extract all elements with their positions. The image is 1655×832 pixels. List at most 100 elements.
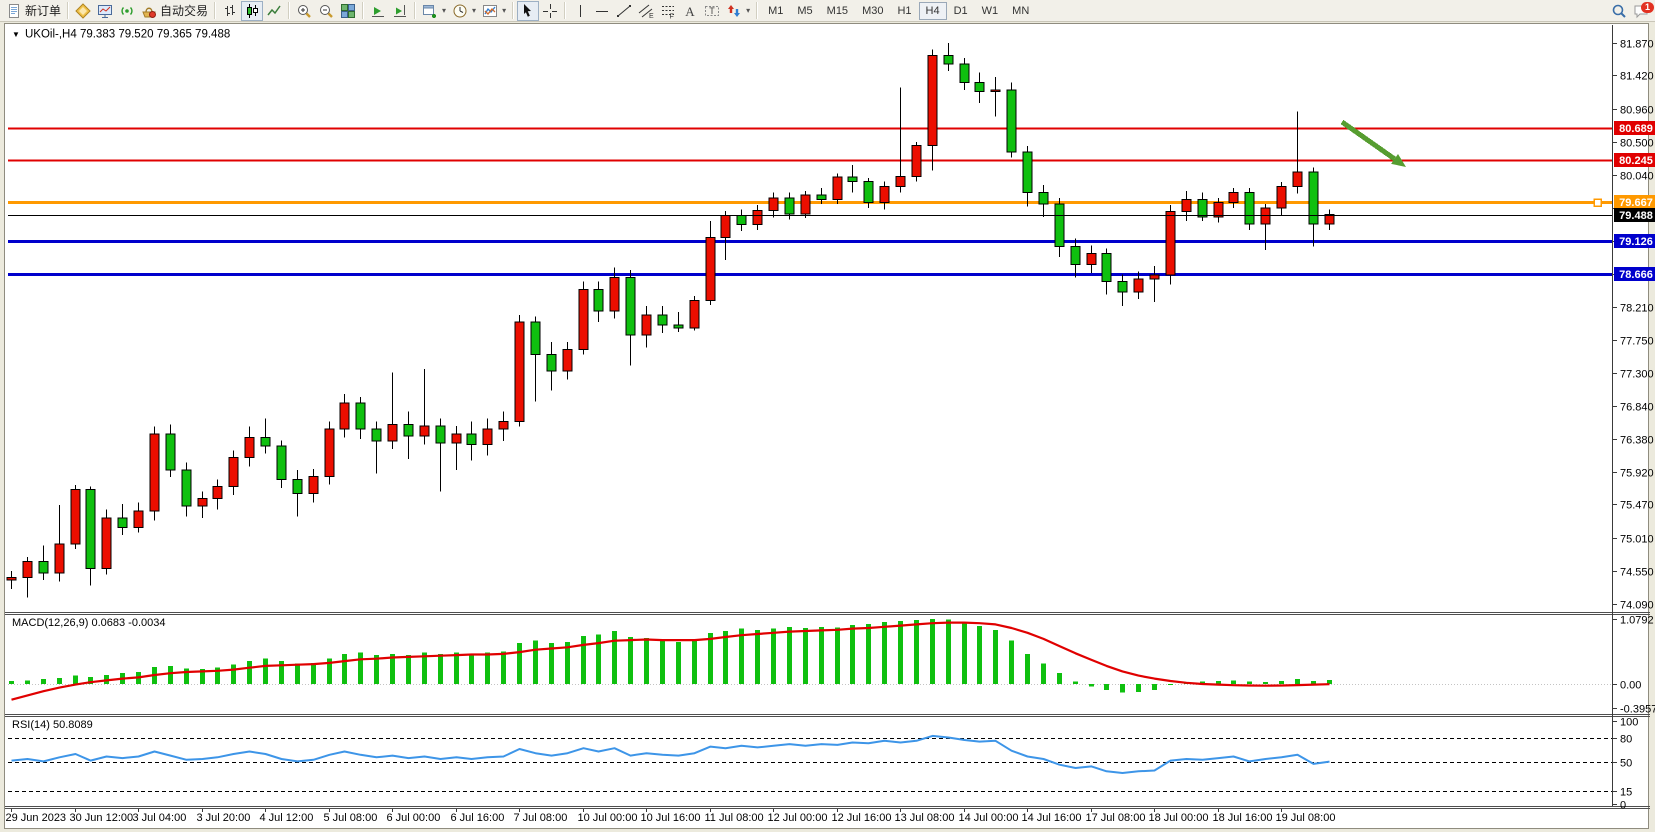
macd-histogram-bar [263,658,268,684]
macd-histogram-bar [628,637,633,684]
charts-button[interactable] [94,1,116,21]
horizontal-line-button[interactable] [591,1,613,21]
macd-histogram-bar [660,640,665,684]
search-button[interactable] [1608,1,1630,21]
time-tick-label: 13 Jul 08:00 [895,812,955,824]
candle-body [832,176,843,200]
candle-body [768,197,779,211]
macd-histogram-bar [692,640,697,684]
price-badge-label: 79.667 [1619,197,1653,209]
candle-body [117,517,128,529]
price-badge-label: 79.488 [1619,210,1653,222]
new-chart-button[interactable]: ▾ [419,1,449,21]
chart-shift-button[interactable] [389,1,411,21]
candle-body [847,176,858,182]
candle-body [1133,278,1144,293]
price-tick-label: 76.840 [1620,402,1654,414]
candle-body [736,214,747,226]
text-button[interactable]: A [679,1,701,21]
candle-body [1086,253,1097,265]
vertical-line-button[interactable] [569,1,591,21]
price-tick-label: 76.380 [1620,435,1654,447]
pane-separator[interactable] [5,806,1650,809]
price-badge-label: 79.126 [1619,236,1653,248]
price-tick-label: 80.040 [1620,171,1654,183]
fibonacci-button[interactable]: F [657,1,679,21]
macd-histogram-bar [993,629,998,684]
toolbar-separator [512,2,515,19]
macd-histogram-bar [247,661,252,684]
algo-trading-button[interactable]: 自动交易 [138,1,211,21]
line-chart-button[interactable] [263,1,285,21]
chart-window[interactable] [4,23,1649,829]
pane-separator[interactable] [5,612,1650,615]
macd-histogram-bar [1279,680,1284,684]
timeframe-d1[interactable]: D1 [947,2,975,20]
candle-body [546,354,557,372]
arrows-button[interactable]: ▾ [723,1,753,21]
chart-shift-icon [392,3,408,19]
signals-button[interactable] [116,1,138,21]
candlestick-chart-button[interactable] [241,0,264,21]
equidistant-channel-button[interactable]: E [635,1,657,21]
time-tick-label: 12 Jul 00:00 [768,812,828,824]
timeframe-h4[interactable]: H4 [918,1,947,20]
time-axis[interactable]: 29 Jun 2023 30 Jun 12:00 3 Jul 04:00 3 Jul … [6,809,1336,824]
notifications-button[interactable]: 1 [1630,1,1654,21]
crosshair-icon [542,3,558,19]
zoom-in-button[interactable] [293,1,315,21]
templates-button[interactable]: ▾ [479,1,509,21]
pane-separator[interactable] [5,714,1650,717]
macd-histogram-bar [565,641,570,684]
timeframe-mn[interactable]: MN [1005,2,1036,20]
timeframe-m1[interactable]: M1 [761,2,790,20]
timeframe-m30[interactable]: M30 [855,2,890,20]
macd-histogram-bar [739,628,744,684]
macd-histogram-bar [612,631,617,684]
candle-body [292,478,303,495]
price-badge-label: 78.666 [1619,269,1653,281]
tile-windows-button[interactable] [337,1,359,21]
chevron-down-icon: ▾ [746,6,751,15]
macd-histogram-bar [358,652,363,684]
timeframe-w1[interactable]: W1 [975,2,1006,20]
crosshair-button[interactable] [539,1,561,21]
cursor-button[interactable] [517,0,540,21]
macd-histogram-bar [723,631,728,684]
candle-body [1197,198,1208,218]
timeframe-m5[interactable]: M5 [790,2,819,20]
macd-histogram-bar [1247,681,1252,684]
toolbar-button-label: H1 [897,4,912,17]
tile-windows-icon [340,3,356,19]
price-badge [1614,153,1655,168]
candle-body [212,485,223,500]
macd-histogram-bar [850,625,855,684]
text-label-button[interactable]: T [701,1,723,21]
periods-button[interactable]: ▾ [449,1,479,21]
candle-body [1101,253,1112,283]
bar-chart-button[interactable] [219,1,241,21]
trend-arrow[interactable] [1340,119,1406,167]
macd-histogram-bar [422,652,427,684]
market-watch-button[interactable] [72,1,94,21]
macd-histogram-bar [200,668,205,684]
zoom-out-button[interactable] [315,1,337,21]
candle-body [6,576,17,581]
macd-histogram-bar [708,632,713,684]
timeframe-h1[interactable]: H1 [890,2,918,20]
candle-body [990,89,1001,92]
collapse-icon[interactable]: ▼ [12,30,20,39]
macd-histogram-bar [977,626,982,684]
auto-scroll-button[interactable] [367,1,389,21]
rsi-axis-label: 80 [1620,734,1632,746]
timeframe-m15[interactable]: M15 [820,2,855,20]
macd-histogram-bar [1041,663,1046,684]
rsi-axis-label: 15 [1620,787,1632,799]
zoom-in-icon [296,3,312,19]
macd-axis-label: -0.3957 [1620,704,1655,716]
trendline-button[interactable] [613,1,635,21]
line-handle[interactable] [1593,198,1602,207]
new-order-button[interactable]: 新订单 [3,1,64,21]
chevron-down-icon: ▾ [472,6,477,15]
